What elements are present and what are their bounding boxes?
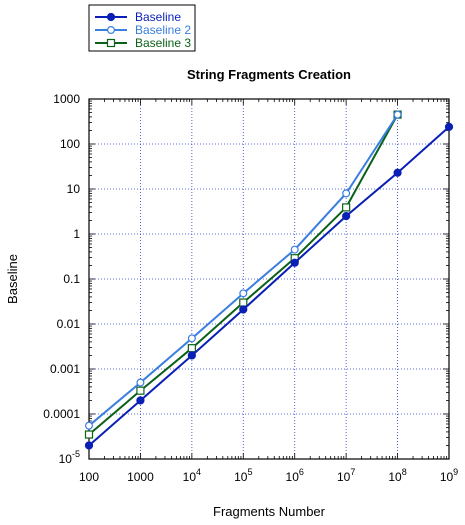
x-tick-label: 104 (183, 467, 201, 484)
legend-label: Baseline 3 (135, 36, 191, 50)
data-point (342, 203, 351, 212)
x-tick-label: 106 (286, 467, 304, 484)
data-point (84, 441, 94, 450)
series-layer (84, 110, 454, 450)
chart-title: String Fragments Creation (187, 67, 351, 82)
data-point (342, 189, 351, 198)
y-tick-label: 0.1 (63, 272, 80, 286)
data-point (290, 258, 299, 267)
legend-marker (106, 12, 116, 22)
y-tick-labels: 10-5 0.0001 0.001 0.01 0.1 1 10 100 1000 (43, 92, 80, 466)
y-axis-title: Baseline (5, 254, 20, 304)
x-tick-label: 1000 (127, 470, 154, 484)
legend-label: Baseline 2 (135, 23, 191, 37)
data-point (342, 211, 351, 221)
data-point (393, 110, 402, 119)
y-tick-label: 100 (60, 137, 80, 151)
y-tick-label: 10 (67, 182, 81, 196)
x-tick-label: 100 (79, 470, 99, 484)
data-point (290, 245, 299, 254)
series-1 (84, 122, 454, 450)
plot-frame (88, 98, 450, 460)
data-point (187, 334, 196, 343)
data-point (84, 421, 93, 430)
legend-marker (106, 26, 115, 35)
legend-label: Baseline (135, 10, 181, 24)
x-tick-label: 105 (234, 467, 252, 484)
x-axis-title: Fragments Number (213, 504, 326, 519)
data-point (239, 289, 248, 298)
y-tick-label: 10-5 (59, 449, 80, 466)
x-tick-label: 109 (440, 467, 458, 484)
y-tick-label: 1000 (53, 92, 80, 106)
data-point (239, 298, 248, 307)
y-tick-label: 0.001 (50, 362, 80, 376)
legend-entry: Baseline 3 (95, 36, 191, 50)
series-line (88, 126, 450, 447)
x-tick-label: 107 (337, 467, 355, 484)
legend-entry: Baseline (95, 10, 181, 24)
y-tick-label: 1 (73, 227, 80, 241)
data-point (136, 386, 145, 395)
data-point (187, 351, 196, 360)
legend-marker (106, 38, 116, 48)
legend-entry: Baseline 2 (95, 23, 191, 37)
series-2 (84, 110, 402, 430)
y-tick-label: 0.0001 (43, 407, 80, 421)
data-point (84, 430, 94, 439)
grid (89, 99, 449, 459)
x-tick-label: 108 (388, 467, 406, 484)
y-tick-label: 0.01 (57, 317, 81, 331)
x-tick-labels: 100 1000 104 105 106 107 108 109 (79, 467, 458, 484)
data-point (136, 378, 145, 387)
data-point (393, 168, 402, 177)
data-point (136, 396, 145, 405)
data-point (239, 305, 248, 314)
data-point (444, 122, 454, 131)
data-point (187, 344, 196, 353)
